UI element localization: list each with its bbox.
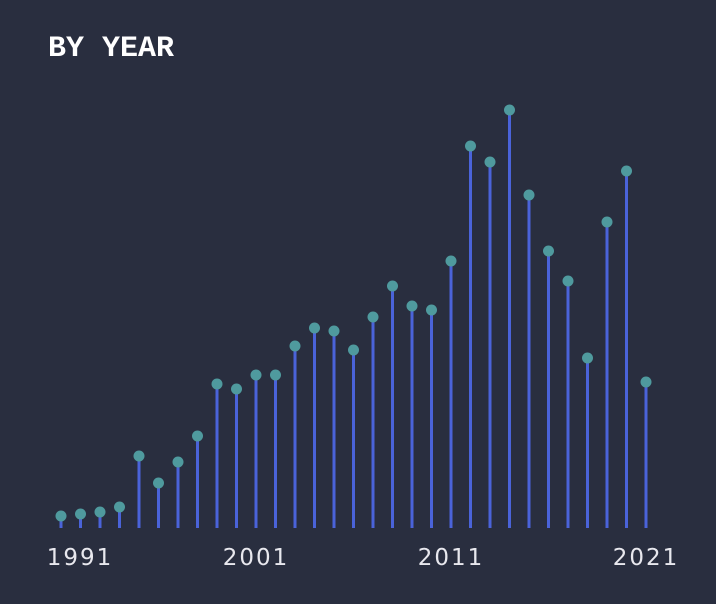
dot [114,501,125,513]
chart-title: BY YEAR [48,32,174,66]
dot [328,325,340,337]
dot [348,344,359,356]
x-tick-label: 2001 [223,545,290,571]
dot [211,378,223,390]
dot [270,369,281,381]
dot [543,245,554,257]
dot [523,189,535,201]
dot [289,340,301,352]
dot [94,506,106,518]
dot [484,156,496,168]
dot [387,280,398,292]
dot [426,304,437,316]
dot [75,508,86,520]
dot [406,300,418,312]
dot [445,255,457,267]
dot [504,104,515,116]
dot [309,322,320,334]
x-tick-label: 2011 [418,545,485,571]
dot [55,510,67,522]
x-tick-label: 1991 [47,545,114,571]
dot [172,456,184,468]
dot [465,140,476,152]
dot [601,216,613,228]
dot [250,369,262,381]
dot [582,352,593,364]
x-tick-label: 2021 [613,545,680,571]
dot [231,383,242,395]
dot [640,376,652,388]
dot [367,311,379,323]
dot [133,450,145,462]
dot [153,477,164,489]
dot [192,430,203,442]
dot [621,165,632,177]
dot [562,275,574,287]
